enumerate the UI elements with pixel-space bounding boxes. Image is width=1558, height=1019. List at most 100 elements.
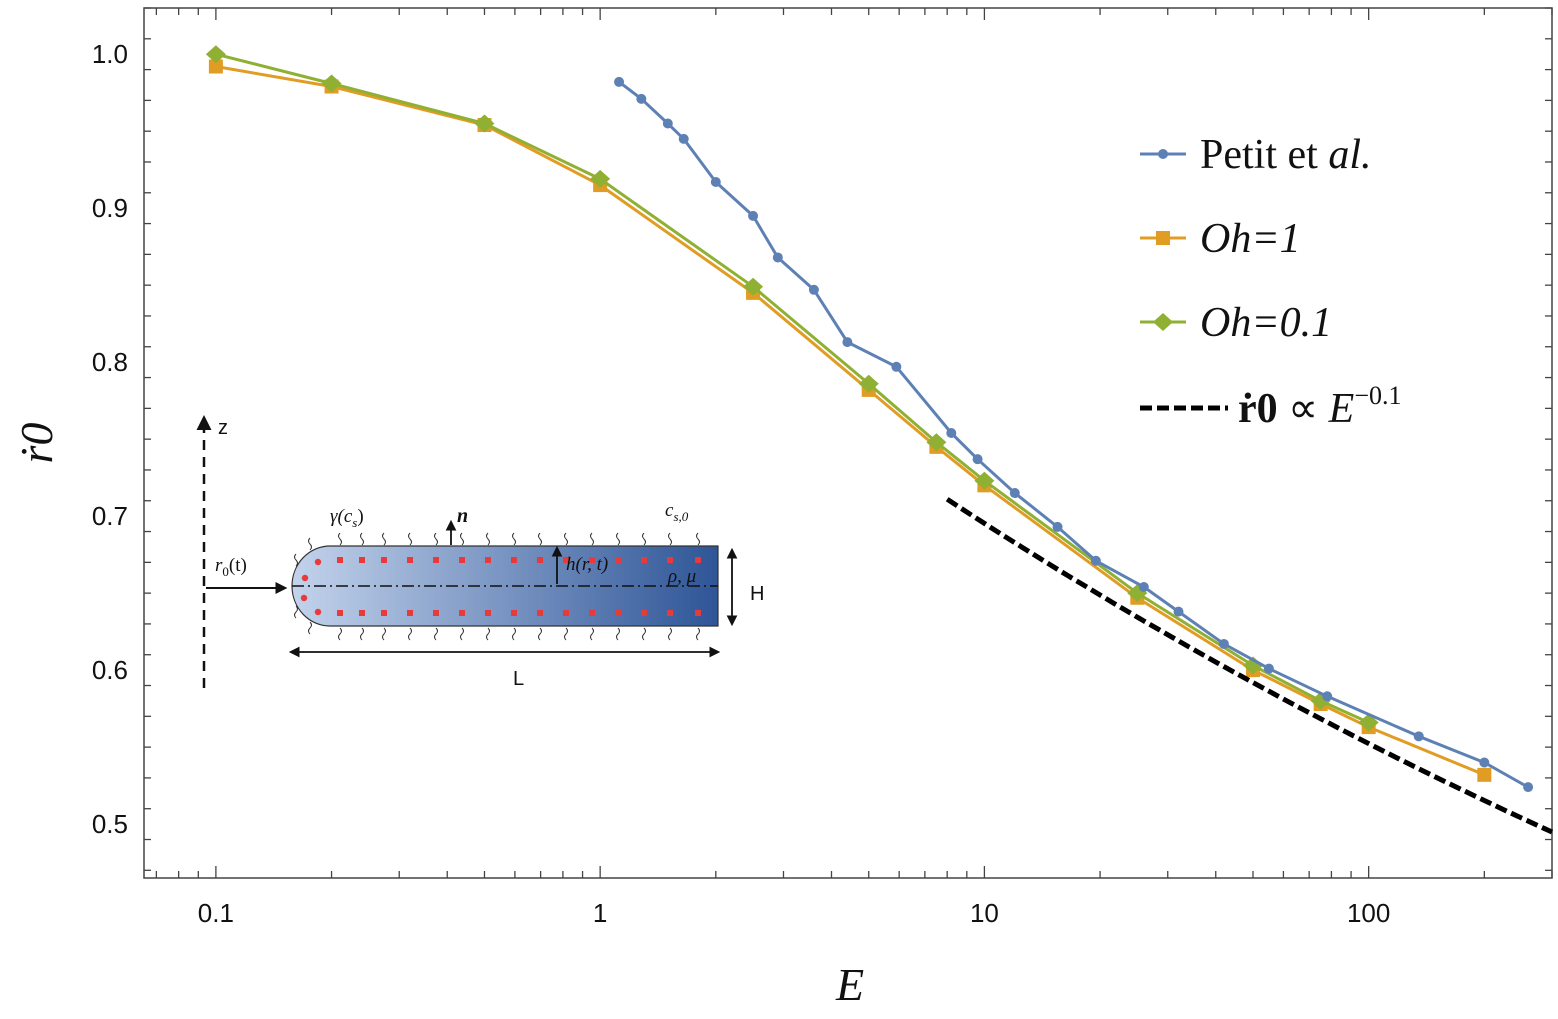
surfactant-tail bbox=[434, 627, 438, 641]
data-point bbox=[636, 93, 647, 104]
data-point bbox=[1218, 638, 1229, 649]
surfactant-dot bbox=[485, 610, 491, 616]
data-point bbox=[205, 45, 226, 64]
data-point bbox=[1138, 581, 1149, 592]
data-point bbox=[678, 133, 689, 144]
legend-item-oh1: Oh=1 bbox=[1140, 216, 1301, 262]
surfactant-tail bbox=[408, 627, 412, 641]
surfactant-dot bbox=[433, 557, 439, 563]
surfactant-dot bbox=[337, 610, 343, 616]
surfactant-tail bbox=[460, 627, 464, 641]
surfactant-dot bbox=[301, 574, 309, 582]
x-axis: 0.1 1 10 100 bbox=[155, 8, 1553, 928]
surfactant-tail bbox=[294, 605, 298, 619]
series-line bbox=[618, 80, 1529, 789]
surfactant-tail bbox=[434, 532, 438, 546]
cs0-label: cs,0 bbox=[665, 500, 689, 524]
data-point bbox=[710, 177, 721, 187]
data-point bbox=[772, 252, 783, 263]
surfactant-dot bbox=[641, 557, 647, 563]
fit-line bbox=[945, 497, 1554, 835]
surfactant-tail bbox=[538, 532, 542, 546]
x-axis-title: E bbox=[835, 959, 864, 1010]
series-layer bbox=[205, 45, 1534, 793]
legend-label-petit: Petit et al. bbox=[1200, 132, 1372, 178]
legend-fit-E: E bbox=[1328, 386, 1355, 432]
surfactant-tail bbox=[668, 532, 672, 546]
surfactant-tails bbox=[294, 532, 700, 641]
series-line bbox=[215, 52, 1370, 724]
surfactant-dot bbox=[359, 610, 365, 616]
y-tick-label: 0.5 bbox=[92, 809, 128, 839]
surfactant-tail bbox=[696, 532, 700, 546]
y-axis: 0.5 0.6 0.7 0.8 0.9 1.0 bbox=[92, 7, 1552, 871]
surfactant-tail bbox=[538, 627, 542, 641]
data-point bbox=[321, 74, 342, 93]
surfactant-dot bbox=[314, 558, 322, 566]
surfactant-tail bbox=[338, 627, 342, 641]
data-point bbox=[743, 277, 764, 296]
series-0 bbox=[614, 76, 1534, 793]
surfactant-tail bbox=[486, 532, 490, 546]
legend-label-oh01: Oh=0.1 bbox=[1200, 300, 1332, 346]
data-point bbox=[748, 210, 759, 221]
data-point bbox=[1052, 521, 1063, 532]
surfactant-dot bbox=[511, 557, 517, 563]
surfactant-dot bbox=[537, 557, 543, 563]
surfactant-tail bbox=[382, 627, 386, 641]
z-label: z bbox=[218, 417, 228, 439]
surfactant-dots bbox=[300, 557, 701, 616]
surfactant-dot bbox=[615, 557, 621, 563]
surfactant-tail bbox=[382, 532, 386, 546]
legend-label-petit-plain: Petit et bbox=[1200, 132, 1328, 178]
surfactant-dot bbox=[459, 557, 465, 563]
y-tick-label: 0.6 bbox=[92, 655, 128, 685]
n-label: n bbox=[457, 505, 468, 527]
surfactant-tail bbox=[564, 532, 568, 546]
legend-marker-oh1 bbox=[1156, 231, 1170, 245]
data-point bbox=[946, 427, 957, 438]
surfactant-tail bbox=[360, 532, 364, 546]
gamma-label: γ(cs) bbox=[330, 506, 364, 530]
surfactant-tail bbox=[360, 627, 364, 641]
surfactant-dot bbox=[695, 610, 701, 616]
legend-label-fit: ṙ0 ∝ E−0.1 bbox=[1238, 381, 1402, 432]
h-label: h(r, t) bbox=[566, 554, 608, 575]
legend-marker-petit bbox=[1158, 149, 1168, 159]
legend-item-petit: Petit et al. bbox=[1140, 132, 1372, 178]
fit-line-layer bbox=[945, 497, 1554, 835]
surfactant-dot bbox=[300, 594, 308, 602]
y-tick-label: 0.8 bbox=[92, 347, 128, 377]
data-point bbox=[1477, 767, 1492, 782]
data-point bbox=[1173, 606, 1184, 617]
surfactant-tail bbox=[460, 532, 464, 546]
surfactant-dot bbox=[381, 610, 387, 616]
surfactant-dot bbox=[433, 610, 439, 616]
L-label: L bbox=[513, 668, 524, 690]
surfactant-tail bbox=[642, 627, 646, 641]
surfactant-dot bbox=[589, 610, 595, 616]
surfactant-dot bbox=[407, 610, 413, 616]
plot-frame bbox=[143, 7, 1553, 879]
surfactant-tail bbox=[668, 627, 672, 641]
surfactant-dot bbox=[314, 608, 322, 616]
surfactant-tail bbox=[616, 532, 620, 546]
liquid-film bbox=[291, 545, 719, 627]
surfactant-dot bbox=[695, 557, 701, 563]
surfactant-dot bbox=[485, 557, 491, 563]
data-point bbox=[474, 114, 495, 133]
y-axis-title: ṙ0 bbox=[11, 423, 62, 464]
surfactant-tail bbox=[308, 621, 312, 635]
data-point bbox=[614, 76, 625, 87]
surfactant-dot bbox=[667, 610, 673, 616]
surfactant-dot bbox=[459, 610, 465, 616]
surfactant-tail bbox=[338, 532, 342, 546]
y-tick-label: 1.0 bbox=[92, 39, 128, 69]
data-point bbox=[1009, 488, 1020, 499]
legend-fit-mid: ∝ bbox=[1278, 386, 1329, 432]
r0-label: r0(t) bbox=[215, 555, 247, 579]
surfactant-dot bbox=[563, 610, 569, 616]
data-point bbox=[808, 284, 819, 295]
x-tick-label: 100 bbox=[1347, 898, 1390, 928]
data-point bbox=[1479, 757, 1490, 768]
